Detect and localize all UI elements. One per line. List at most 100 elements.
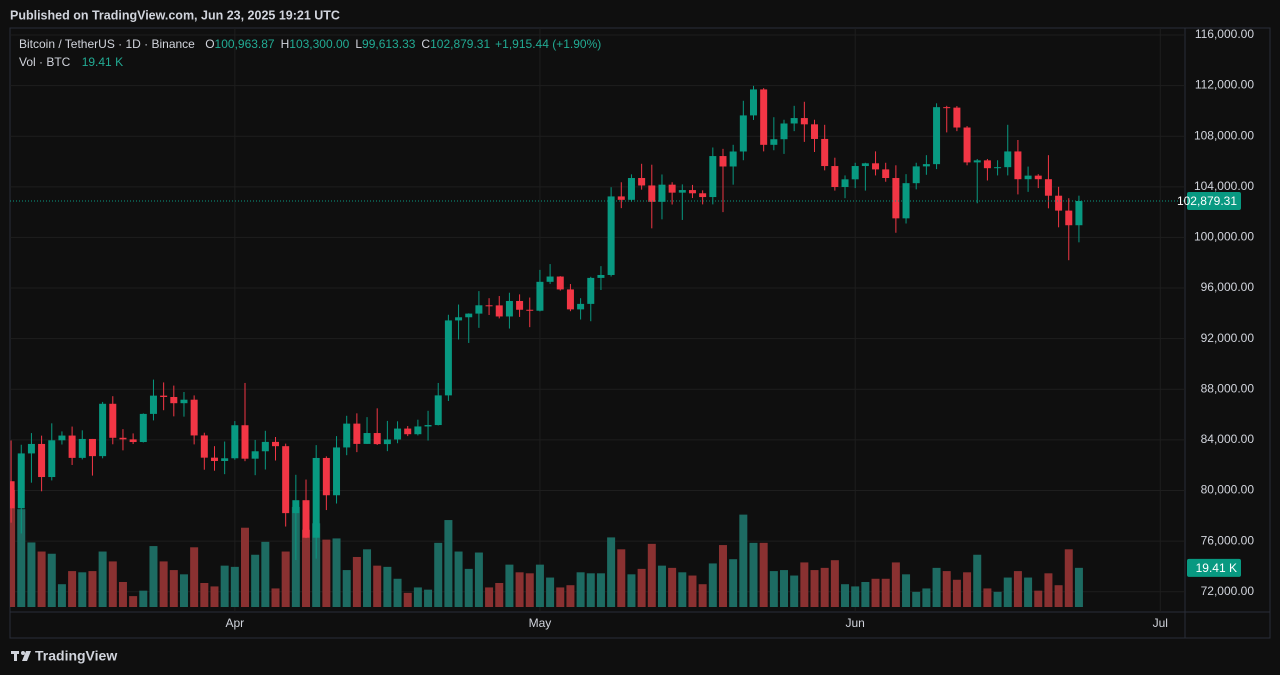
candle-body <box>333 447 341 496</box>
brand-name: TradingView <box>35 648 117 664</box>
volume-bar <box>718 545 727 607</box>
candle-body <box>58 435 66 441</box>
candle-body <box>475 305 483 314</box>
candle-body <box>607 196 615 275</box>
candle-body <box>678 190 686 193</box>
volume-bar <box>332 538 341 607</box>
candle-body <box>973 160 981 163</box>
candle-body <box>282 446 290 514</box>
volume-bar <box>647 543 656 607</box>
volume-bar <box>881 578 890 607</box>
volume-bar <box>1013 571 1022 607</box>
candle-body <box>709 156 717 198</box>
volume-bar <box>769 571 778 607</box>
volume-bar <box>902 574 911 607</box>
volume-bar <box>973 554 982 607</box>
candle-body <box>811 124 819 139</box>
candle-body <box>373 433 381 445</box>
candle-body <box>485 305 493 307</box>
symbol-name: Bitcoin / TetherUS · 1D · Binance <box>19 37 195 51</box>
ohlc-key: H <box>281 37 290 51</box>
volume-bar <box>98 551 107 607</box>
volume-bar <box>220 565 229 607</box>
volume-bar <box>922 588 931 607</box>
change-value: +1,915.44 (+1.90%) <box>495 37 601 51</box>
volume-bar <box>871 578 880 607</box>
candle-body <box>739 115 747 152</box>
candle-body <box>831 166 839 188</box>
volume-bar <box>749 542 758 607</box>
volume-badge <box>1187 558 1241 577</box>
candle-body <box>444 320 452 396</box>
candle-body <box>1004 151 1012 168</box>
candle-body <box>546 276 554 282</box>
volume-bar <box>37 551 46 607</box>
volume-bar <box>383 566 392 607</box>
published-note: Published on TradingView.com, Jun 23, 20… <box>10 8 340 22</box>
volume-bar <box>952 579 961 607</box>
volume-bar <box>149 546 158 607</box>
candle-body <box>505 300 513 317</box>
volume-bar <box>841 584 850 607</box>
volume-bar <box>230 566 239 607</box>
candle-body <box>1055 195 1063 211</box>
volume-bar <box>413 587 422 607</box>
candle-body <box>88 438 96 457</box>
candle-body <box>638 178 646 186</box>
volume-bar <box>68 571 77 607</box>
volume-bar <box>566 585 575 607</box>
candle-body <box>129 439 137 443</box>
candle-body <box>688 190 696 194</box>
volume-bar <box>688 575 697 607</box>
candle-body <box>434 395 442 426</box>
volume-bar <box>179 574 188 607</box>
volume-bar <box>535 564 544 607</box>
volume-bar <box>627 574 636 607</box>
volume-bar <box>790 575 799 607</box>
volume-bar <box>515 572 524 607</box>
volume-bar <box>556 587 565 607</box>
ohlc-value: 102,879.31 <box>430 37 490 51</box>
volume-bar <box>424 589 433 607</box>
candle-body <box>597 274 605 278</box>
x-tick-label: Jul <box>1153 616 1168 630</box>
candle-body <box>892 178 900 219</box>
candle-body <box>10 481 15 509</box>
volume-bar <box>942 571 951 607</box>
candle-body <box>851 166 859 180</box>
volume-bar <box>17 509 26 607</box>
volume-bar <box>10 490 16 607</box>
volume-bar <box>57 584 66 607</box>
candle-body <box>414 426 422 435</box>
candle-body <box>363 433 371 444</box>
candle-body <box>455 317 463 321</box>
volume-bar <box>637 568 646 607</box>
candle-body <box>353 423 361 444</box>
volume-bar <box>983 588 992 607</box>
volume-bar <box>932 567 941 607</box>
ohlc-value: 100,963.87 <box>215 37 275 51</box>
candle-body <box>577 303 585 310</box>
candle-body <box>170 396 178 404</box>
volume-bar <box>352 556 361 607</box>
x-tick-label: Jun <box>846 616 865 630</box>
volume-bar <box>363 549 372 607</box>
volume-bar <box>393 578 402 607</box>
volume-name: Vol · BTC <box>19 55 71 69</box>
volume-bar <box>586 573 595 607</box>
candle-body <box>861 163 869 167</box>
candle-body <box>251 451 259 459</box>
volume-bar <box>576 572 585 607</box>
candle-body <box>180 399 188 404</box>
volume-bar <box>169 570 178 607</box>
candle-body <box>119 437 127 440</box>
ohlc-key: O <box>205 37 214 51</box>
volume-bar <box>657 565 666 607</box>
volume-bar <box>546 577 555 607</box>
volume-bar <box>1003 577 1012 607</box>
ohlc-key: C <box>421 37 430 51</box>
volume-bar <box>1044 573 1053 607</box>
candle-body <box>68 435 76 458</box>
candle-body <box>648 185 656 202</box>
